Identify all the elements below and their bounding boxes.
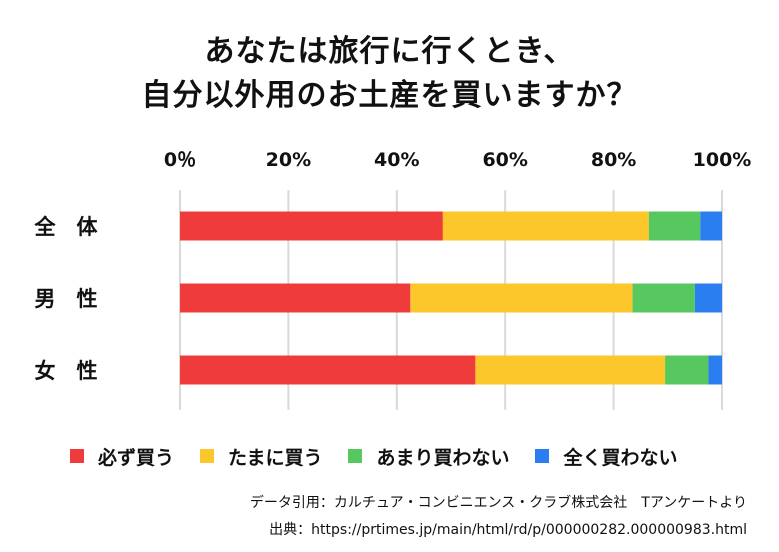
chart-title-line1: あなたは旅行に行くとき、 (204, 34, 575, 69)
x-tick-label: 0％ (164, 149, 196, 171)
legend-label: たまに買う (228, 446, 323, 469)
legend-swatch (535, 449, 550, 463)
bar-segment (665, 355, 709, 385)
x-tick-label: 20% (266, 149, 311, 171)
legend-item: たまに買う (200, 443, 322, 470)
bar-segment (180, 211, 443, 241)
bar-segment (442, 211, 649, 241)
legend-item: 必ず買う (70, 443, 174, 470)
bar-segment (180, 283, 411, 313)
bar-segment (475, 355, 666, 385)
category-label: 女 性 (35, 359, 98, 383)
legend-swatch (70, 449, 84, 463)
legend-item: 全く買わない (535, 443, 677, 470)
bar-segment (648, 211, 701, 241)
x-tick-label: 100% (693, 149, 752, 171)
x-tick-label: 60% (482, 149, 527, 171)
data-credit: データ引用：カルチュア・コンビニエンス・クラブ株式会社 Tアンケートより (249, 495, 747, 511)
stacked-bar-chart: 0％ 20% 40% 60% 80% 100% 全 体男 性女 性 (34, 149, 752, 410)
bar-segment (694, 283, 722, 313)
category-label: 全 体 (34, 215, 99, 239)
source-url: 出典：https://prtimes.jp/main/html/rd/p/000… (269, 522, 747, 538)
bar-segment (410, 283, 633, 313)
x-tick-label: 80% (591, 149, 636, 171)
legend-swatch (200, 449, 215, 463)
legend-item: あまり買わない (348, 443, 509, 470)
x-tick-label: 40% (374, 149, 419, 171)
legend-swatch (348, 449, 363, 463)
category-label: 男 性 (35, 287, 98, 311)
chart-title-line2: 自分以外用のお土産を買いますか？ (141, 78, 638, 113)
legend-label: 全く買わない (563, 446, 678, 469)
bar-segment (180, 355, 476, 385)
legend: 必ず買う たまに買う あまり買わない 全く買わない (70, 443, 703, 469)
legend-label: あまり買わない (376, 446, 510, 469)
legend-label: 必ず買う (98, 446, 175, 469)
bar-segment (700, 211, 722, 241)
bar-segment (632, 283, 695, 313)
bar-segment (708, 355, 722, 385)
